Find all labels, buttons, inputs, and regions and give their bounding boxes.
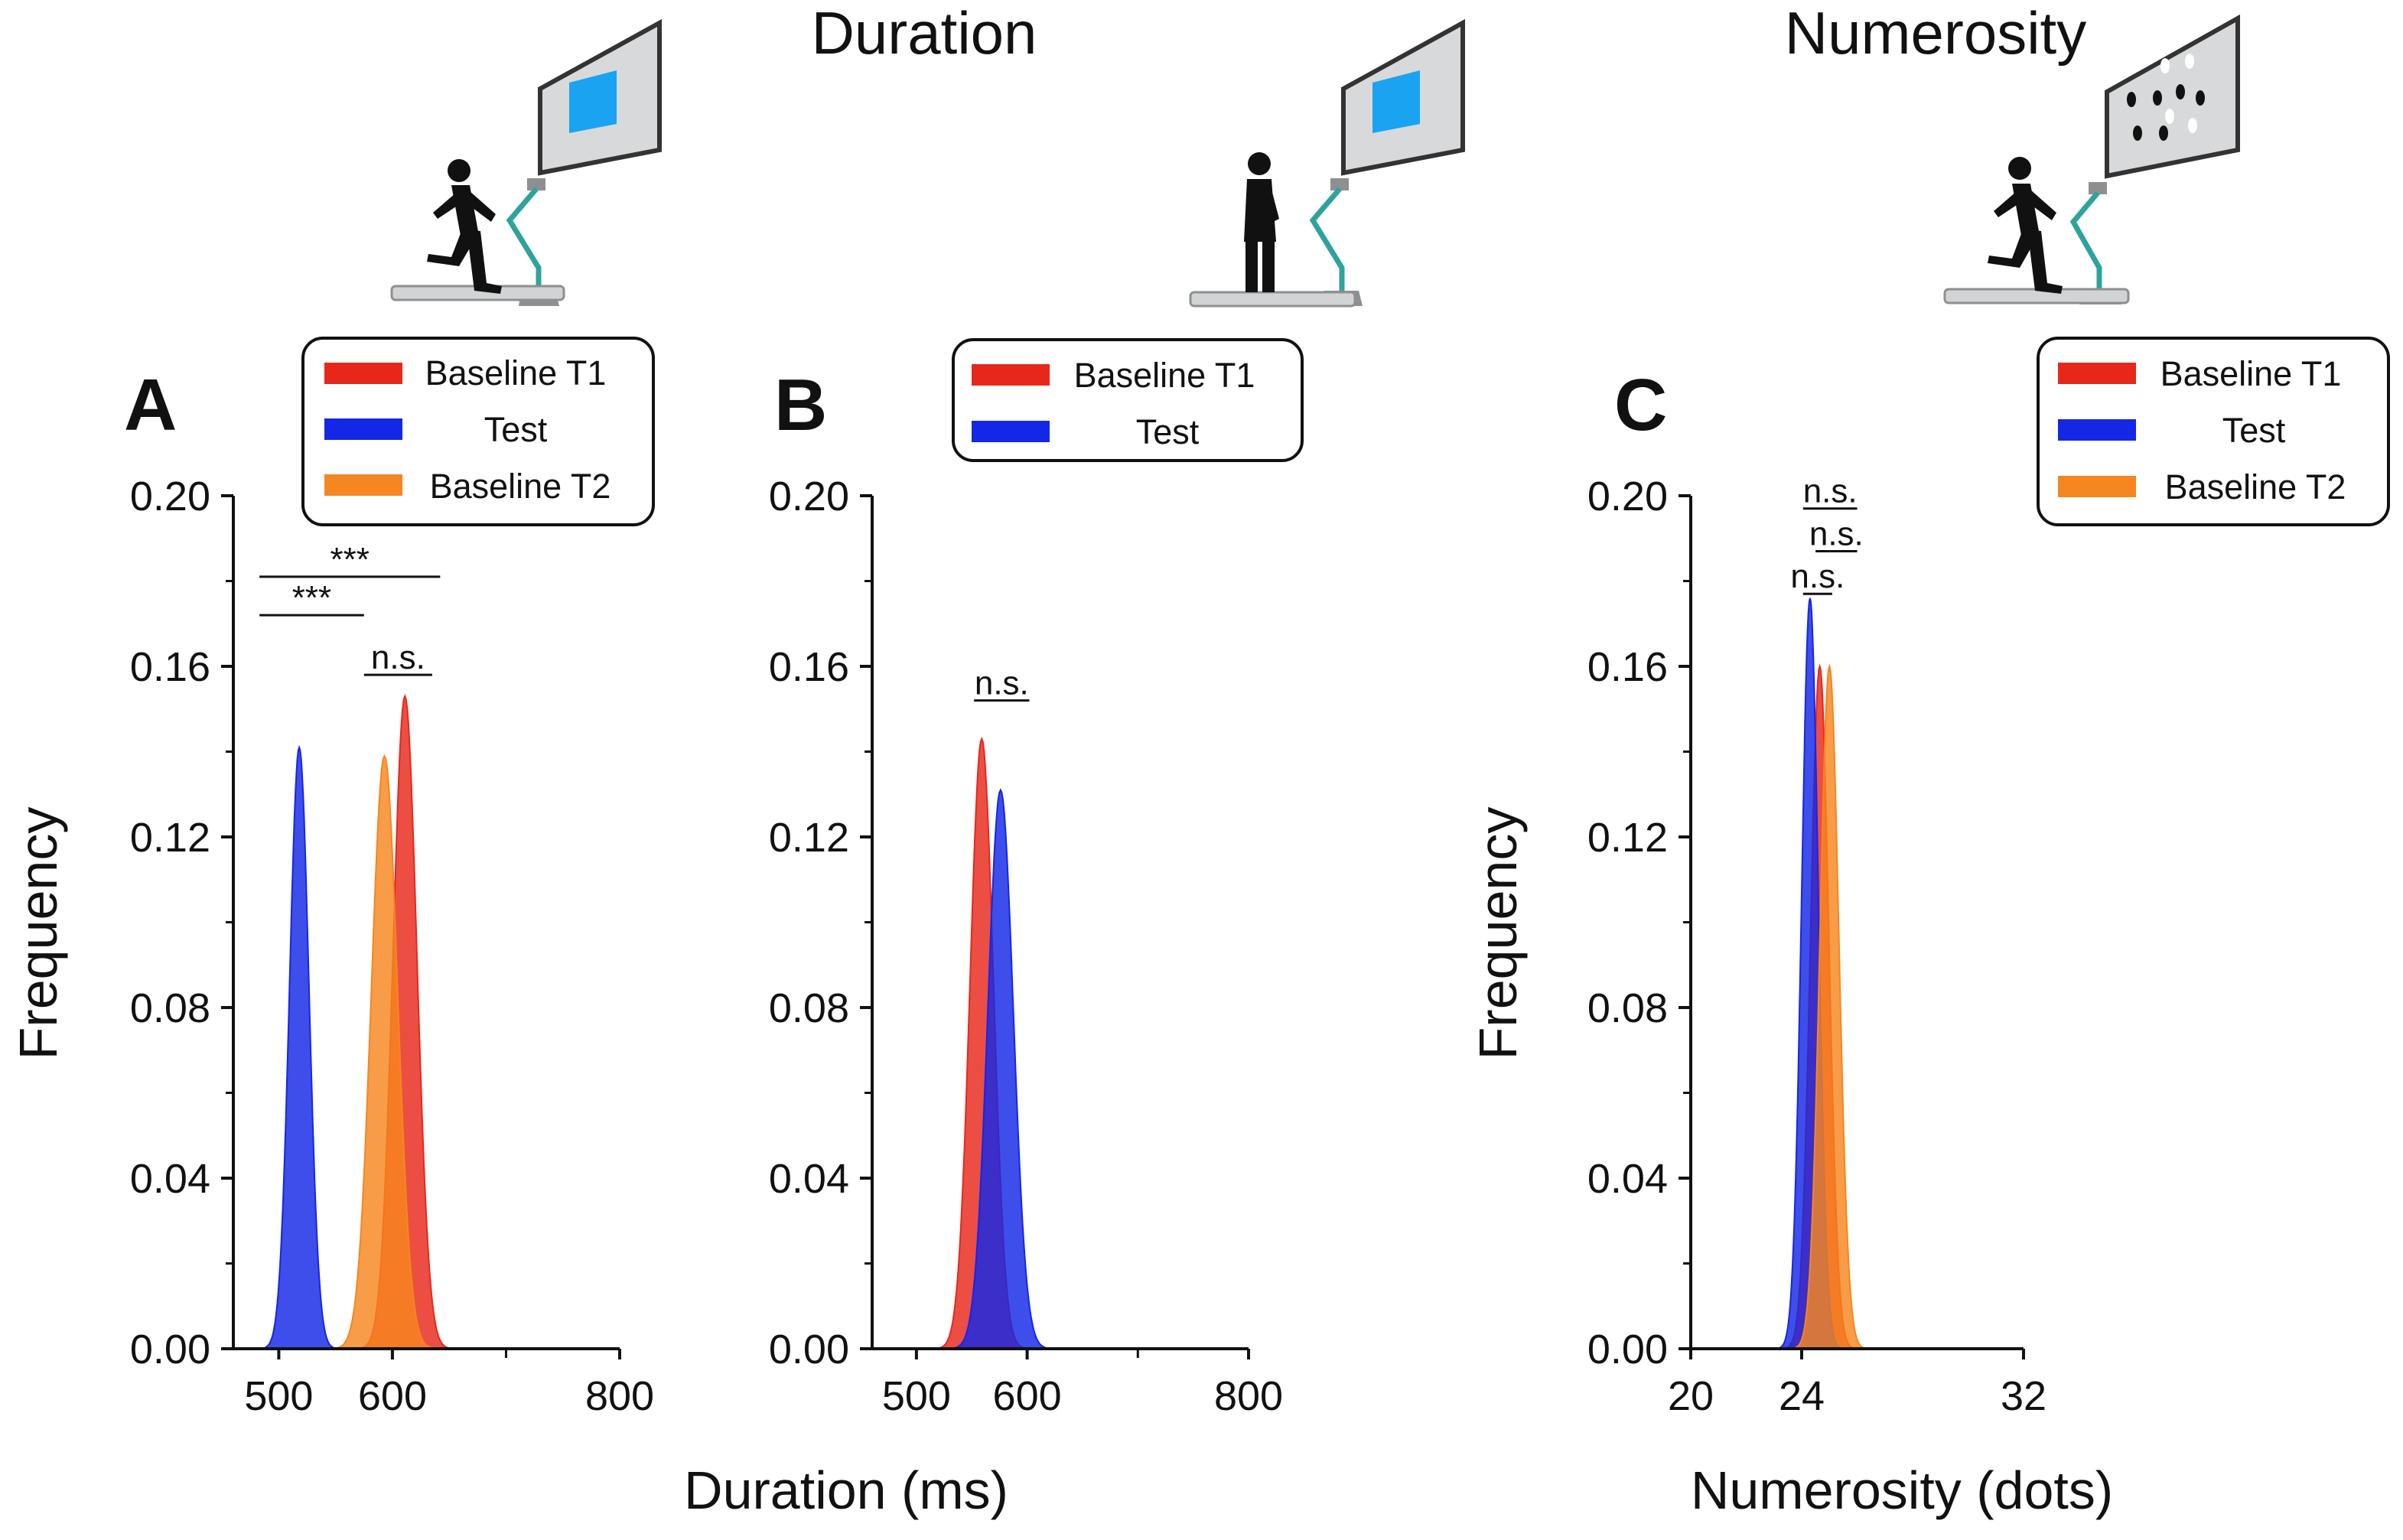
- x-tick-label: 20: [1668, 1373, 1714, 1419]
- y-tick-label: 0.04: [130, 1156, 210, 1202]
- distribution-test: [259, 744, 339, 1350]
- chart-panel-b: 0.00 0.04 0.08 0.12 0.16 0.20 500 600 800 n.s.: [769, 474, 1283, 1419]
- panel-label-a: A: [124, 364, 177, 446]
- y-axis-title-a: Frequency: [8, 807, 68, 1060]
- y-tick-label: 0.12: [1587, 815, 1668, 861]
- numerosity-heading: Numerosity: [1785, 0, 2086, 67]
- y-tick-label: 0.00: [1587, 1327, 1668, 1372]
- legend-label-baseline-t2: Baseline T2: [2165, 467, 2346, 506]
- x-axis-title-duration: Duration (ms): [684, 1460, 1008, 1520]
- significance-label: n.s.: [1790, 558, 1845, 595]
- legend-label-baseline-t1: Baseline T1: [2160, 354, 2342, 393]
- y-tick-label: 0.04: [769, 1156, 849, 1202]
- y-tick-label: 0.20: [1587, 474, 1668, 519]
- y-tick-label: 0.16: [1587, 644, 1668, 690]
- y-tick-label: 0.08: [1587, 985, 1668, 1031]
- y-tick-label: 0.20: [130, 474, 210, 519]
- distribution-baseline-t2: [1790, 663, 1868, 1350]
- x-tick-label: 500: [244, 1373, 313, 1419]
- legend-label-test: Test: [1136, 412, 1200, 451]
- legend-swatch-test: [972, 421, 1050, 442]
- duration-heading: Duration: [812, 0, 1037, 67]
- legend-swatch-baseline-t2: [324, 474, 402, 496]
- x-tick-label: 600: [993, 1373, 1062, 1419]
- legend-label-test: Test: [484, 410, 548, 449]
- treadmill-running-icon: [390, 18, 662, 306]
- legend-swatch-baseline-t1: [2058, 363, 2136, 384]
- y-tick-label: 0.00: [130, 1327, 210, 1372]
- significance-label: n.s.: [1809, 515, 1864, 552]
- legend-label-baseline-t2: Baseline T2: [430, 467, 611, 506]
- x-tick-label: 500: [882, 1373, 951, 1419]
- x-tick-label: 600: [358, 1373, 427, 1419]
- legend-swatch-test: [324, 418, 402, 440]
- y-tick-label: 0.20: [769, 474, 849, 519]
- distribution-test: [949, 788, 1053, 1350]
- significance-label: n.s.: [975, 665, 1029, 702]
- x-tick-label: 24: [1779, 1373, 1825, 1419]
- x-tick-label: 32: [2001, 1373, 2046, 1419]
- x-tick-label: 800: [585, 1373, 654, 1419]
- significance-label: ***: [292, 579, 331, 617]
- chart-panel-a: 0.00 0.04 0.08 0.12 0.16 0.20 500 600 800 ****** n…: [130, 474, 654, 1419]
- legend-c: Baseline T1 Test Baseline T2: [2037, 337, 2390, 526]
- y-axis-title-c: Frequency: [1468, 807, 1528, 1060]
- legend-swatch-baseline-t1: [324, 363, 402, 384]
- y-tick-label: 0.12: [130, 815, 210, 861]
- legend-b: Baseline T1 Test: [952, 338, 1304, 462]
- chart-panel-c: 0.00 0.04 0.08 0.12 0.16 0.20 20 24 32 n.s. n.s. n.…: [1587, 473, 2046, 1419]
- y-tick-label: 0.16: [769, 644, 849, 690]
- y-tick-label: 0.00: [769, 1327, 849, 1372]
- treadmill-standing-icon: [1189, 18, 1465, 308]
- panel-label-b: B: [774, 364, 827, 446]
- significance-label: ***: [330, 541, 370, 578]
- legend-swatch-baseline-t1: [972, 364, 1050, 386]
- distribution-baseline-t2: [331, 754, 438, 1350]
- x-axis-title-numerosity: Numerosity (dots): [1691, 1460, 2113, 1520]
- legend-label-test: Test: [2222, 411, 2286, 450]
- legend-label-baseline-t1: Baseline T1: [1074, 356, 1255, 395]
- legend-label-baseline-t1: Baseline T1: [425, 353, 607, 392]
- legend-swatch-test: [2058, 419, 2136, 441]
- y-tick-label: 0.12: [769, 815, 849, 861]
- x-tick-label: 800: [1214, 1373, 1283, 1419]
- panel-label-c: C: [1614, 364, 1667, 446]
- legend-a: Baseline T1 Test Baseline T2: [301, 337, 655, 526]
- y-tick-label: 0.08: [130, 985, 210, 1031]
- y-tick-label: 0.04: [1587, 1156, 1668, 1202]
- y-tick-label: 0.16: [130, 644, 210, 690]
- treadmill-running-dots-icon: [1943, 14, 2240, 304]
- y-tick-label: 0.08: [769, 985, 849, 1031]
- legend-swatch-baseline-t2: [2058, 476, 2136, 497]
- significance-label: n.s.: [1803, 473, 1858, 510]
- significance-label: n.s.: [371, 639, 425, 676]
